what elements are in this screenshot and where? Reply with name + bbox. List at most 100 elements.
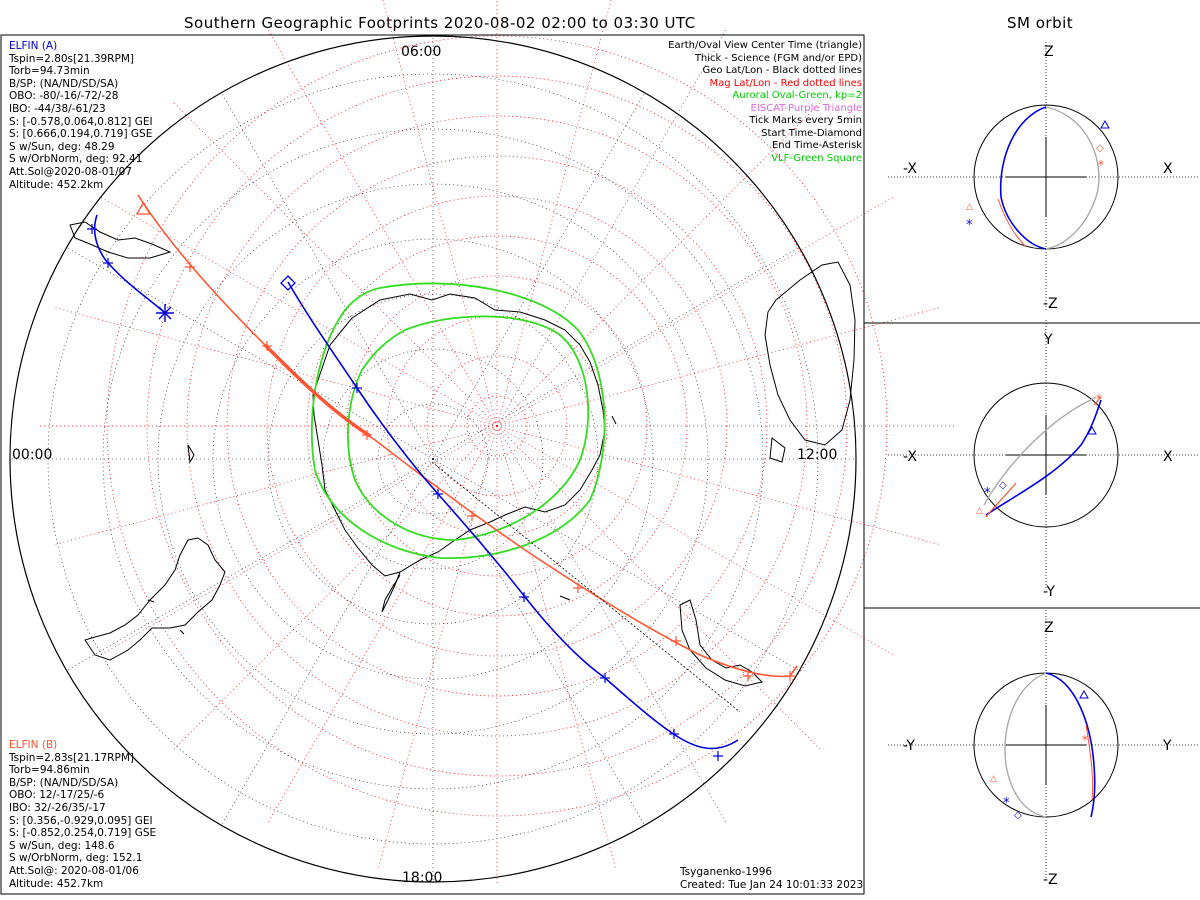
mag-latitude-circle [466, 395, 528, 457]
hour-label-top: 06:00 [401, 44, 442, 60]
elfin-a-tick-marks [87, 224, 723, 761]
sm2-top-label: Y [1044, 332, 1053, 348]
sm1-right-label: X [1163, 161, 1173, 177]
geo-longitude-line [221, 92, 434, 460]
elfin-a-start-diamond [280, 275, 296, 291]
elfin-b-param-line: OBO: 12/-17/25/-6 [9, 789, 105, 802]
magnetic-grid [37, 0, 957, 886]
mag-longitude-line [496, 195, 896, 427]
antarctica-coastline [312, 293, 606, 577]
legend-entry: Auroral Oval-Green, kp=2 [732, 90, 862, 101]
mag-latitude-circle [346, 275, 648, 577]
elfin-a-param-line: S: [-0.578,0.064,0.812] GEI [9, 115, 153, 128]
sm-panel-xz: ◇ * △ * [888, 42, 1200, 312]
south-america-coastline [84, 537, 226, 661]
elfin-b-name: ELFIN (B) [9, 739, 58, 751]
mag-latitude-circle [426, 355, 568, 497]
mag-latitude-circle [146, 75, 848, 777]
elfin-a-param-line: Torb=94.73min [9, 65, 90, 78]
earth-circle-xy [973, 382, 1119, 528]
elfin-a-param-line: S: [0.666,0.194,0.719] GSE [9, 128, 153, 141]
mag-latitude-circle [186, 115, 808, 737]
orbit-b-yz [1085, 724, 1094, 801]
svg-text:*: * [1082, 733, 1088, 747]
geo-longitude-line [432, 247, 800, 460]
elfin-b-param-line: S w/Sun, deg: 148.6 [9, 839, 115, 852]
sm-panel-xy: △ * ◇ * [888, 320, 1200, 590]
mag-longitude-line [496, 27, 728, 427]
elfin-a-param-line: Tspin=2.80s[21.39RPM] [9, 52, 134, 65]
legend-entry: VLF-Green Square [771, 152, 862, 164]
sm-orbit-panels: ◇ * △ * △ * ◇ * [888, 42, 1200, 880]
svg-text:△: △ [966, 202, 973, 212]
sm3-left-label: -Y [903, 738, 915, 754]
mag-longitude-line [98, 195, 498, 427]
mag-longitude-line [496, 306, 942, 427]
credit-created: Created: Tue Jan 24 10:01:33 2023 [680, 878, 864, 891]
sm2-left-label: -X [903, 449, 917, 465]
auroral-oval-inner [347, 315, 590, 541]
orbit-a-xz-day [999, 106, 1047, 250]
mag-latitude-circle [106, 35, 888, 817]
legend-entry: Thick - Science (FGM and/or EPD) [694, 52, 862, 64]
orbit-gray-yz [1004, 672, 1047, 818]
mag-latitude-circle [386, 315, 608, 537]
antarctic-peninsula [381, 571, 401, 613]
elfin-b-param-line: Altitude: 452.7km [9, 877, 104, 890]
mag-longitude-line [266, 425, 498, 825]
elfin-b-param-line: Att.Sol@: 2020-08-01/06 [9, 864, 139, 877]
geo-longitude-line [221, 458, 434, 826]
elfin-a-parameters: Tspin=2.80s[21.39RPM] Torb=94.73min B/SP: … [9, 53, 153, 192]
elfin-b-param-line: B/SP: (NA/ND/SD/SA) [9, 776, 119, 789]
africa-coastline [69, 221, 172, 259]
mag-longitude-line [496, 425, 617, 871]
orbit-gray-xy [983, 396, 1097, 506]
elfin-a-param-line: Altitude: 452.2km [9, 178, 104, 191]
hour-label-right: 12:00 [797, 447, 838, 463]
new-zealand-coastline [679, 599, 763, 687]
legend-entry: Geo Lat/Lon - Black dotted lines [702, 65, 862, 76]
sm1-bottom-label: -Z [1043, 296, 1058, 312]
mag-latitude-circle [306, 235, 688, 617]
mag-longitude-line [496, 425, 728, 825]
elfin-a-param-line: S w/Sun, deg: 48.29 [9, 140, 115, 153]
elfin-b-science-segment [263, 343, 371, 438]
legend-entry: End Time-Asterisk [771, 140, 862, 151]
svg-text:*: * [1003, 796, 1010, 811]
svg-text:*: * [984, 486, 991, 501]
legend-entry: Earth/Oval View Center Time (triangle) [668, 40, 862, 51]
mag-longitude-line [496, 425, 896, 657]
legend-entry: Start Time-Diamond [761, 127, 862, 139]
sm3-top-label: Z [1044, 620, 1054, 636]
elfin-b-param-line: S: [0.356,-0.929,0.095] GEI [9, 814, 153, 827]
svg-text:*: * [1098, 158, 1104, 172]
elfin-b-start-triangle [135, 201, 152, 215]
elfin-b-parameters: Tspin=2.83s[21.17RPM] Torb=94.86min B/SP: … [9, 752, 156, 891]
elfin-b-param-line: S: [-0.852,0.254,0.719] GSE [9, 827, 157, 840]
geo-longitude-line [66, 458, 434, 671]
elfin-a-param-line: IBO: -44/38/-61/23 [9, 102, 106, 115]
mag-latitude-circle [226, 155, 768, 697]
elfin-b-param-line: S w/OrbNorm, deg: 152.1 [9, 852, 143, 865]
svg-text:◇: ◇ [1014, 810, 1022, 821]
geo-latitude-circle [102, 128, 764, 790]
small-islands [147, 415, 617, 635]
sm1-top-label: Z [1044, 44, 1054, 60]
orbit-a-yz [1045, 672, 1096, 818]
elfin-a-track-2 [287, 281, 739, 750]
credit: Tsyganenko-1996 Created: Tue Jan 24 10:0… [680, 866, 863, 891]
main-title: Southern Geographic Footprints 2020-08-0… [184, 14, 696, 32]
mag-longitude-line [496, 425, 942, 546]
elfin-a-info: ELFIN (A) Tspin=2.80s[21.39RPM] Torb=94.7… [9, 40, 153, 191]
mag-longitude-line [266, 27, 498, 427]
elfin-a-param-line: S w/OrbNorm, deg: 92.41 [9, 153, 143, 166]
legend-entry: Mag Lat/Lon - Red dotted lines [709, 77, 862, 89]
elfin-b-info: ELFIN (B) Tspin=2.83s[21.17RPM] Torb=94.8… [9, 739, 156, 890]
elfin-b-track [137, 194, 798, 678]
svg-text:◇: ◇ [999, 480, 1007, 491]
credit-model: Tsyganenko-1996 [680, 866, 773, 878]
mag-longitude-line [496, 100, 823, 427]
sm-orbit-title: SM orbit [1007, 14, 1074, 32]
